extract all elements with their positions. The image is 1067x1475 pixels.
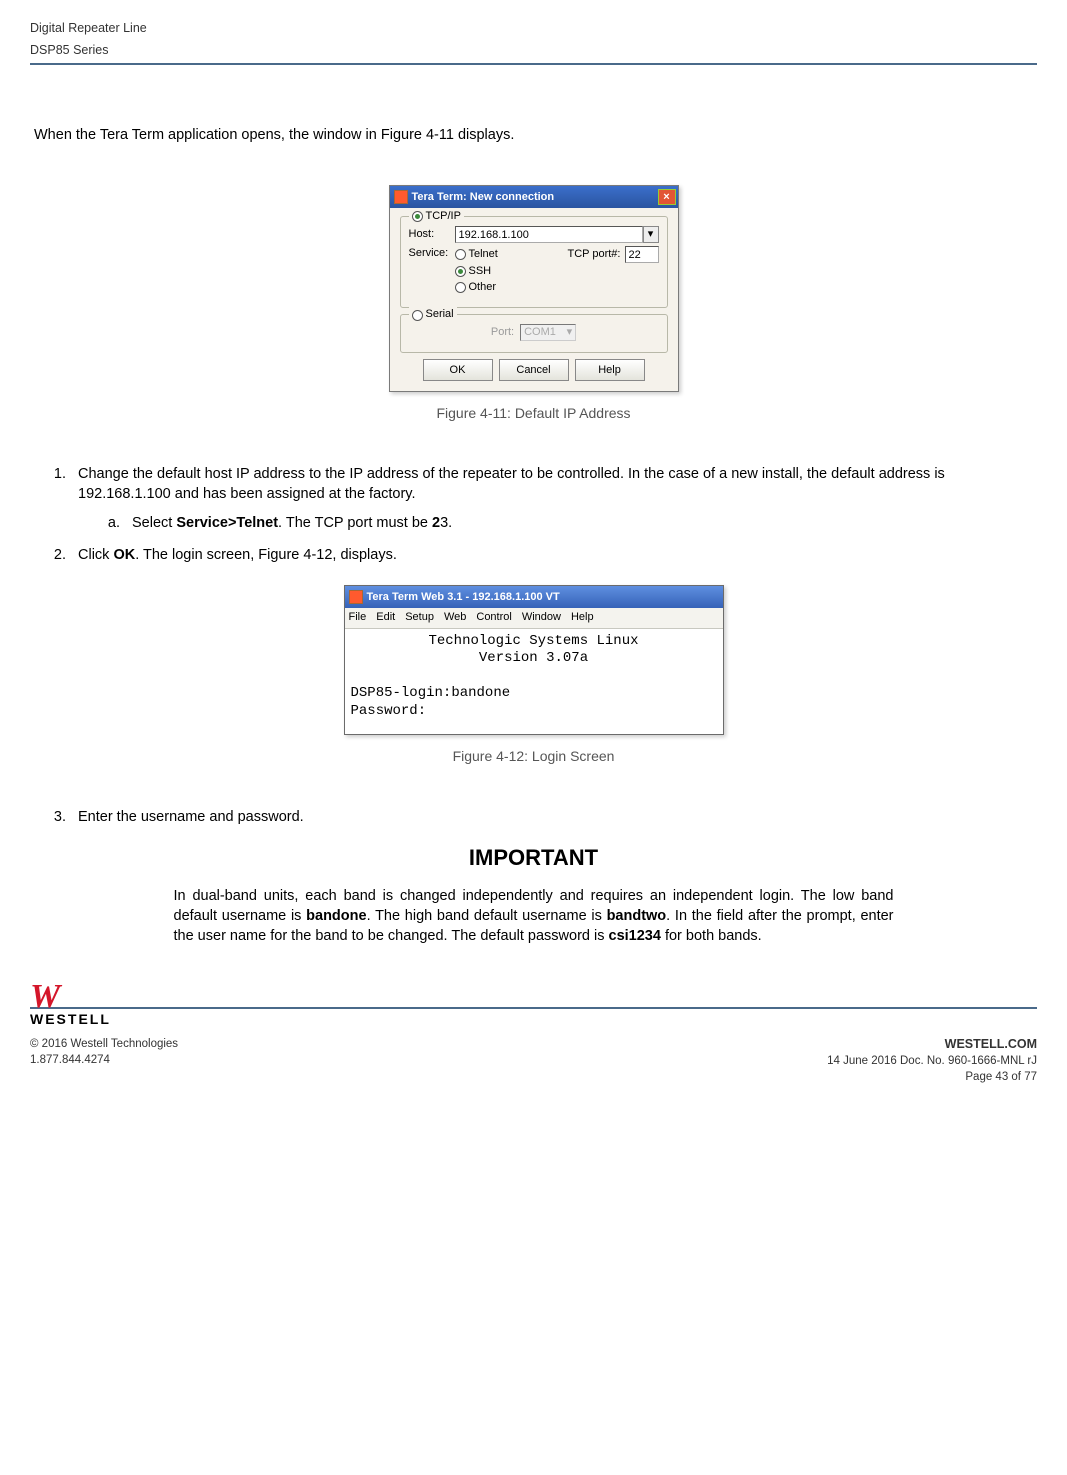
app-icon — [394, 190, 408, 204]
step-1a-post: 3. — [440, 515, 452, 531]
term-blank — [351, 668, 717, 686]
dialog-title: Tera Term: New connection — [412, 190, 555, 205]
close-icon[interactable]: × — [658, 189, 676, 205]
service-ssh-radio[interactable]: SSH — [455, 264, 498, 279]
service-telnet-radio[interactable]: Telnet — [455, 247, 498, 262]
tcpip-group: TCP/IP Host: 192.168.1.100 ▾ Service: Te… — [400, 216, 668, 308]
imp-post: for both bands. — [661, 928, 762, 944]
serial-group: Serial Port: COM1 ▾ — [400, 314, 668, 353]
page-footer: W WESTELL © 2016 Westell Technologies 1.… — [30, 1007, 1037, 1085]
serial-radio[interactable]: Serial — [409, 307, 457, 322]
tcp-port-label: TCP port#: — [568, 247, 621, 262]
footer-page: Page 43 of 77 — [827, 1069, 1037, 1085]
logo-w-icon: W — [30, 983, 150, 1010]
menu-setup[interactable]: Setup — [405, 610, 434, 625]
menu-edit[interactable]: Edit — [376, 610, 395, 625]
step-2-pre: Click — [78, 547, 113, 563]
step-1a-mid: . The TCP port must be — [278, 515, 432, 531]
step-2: Click OK. The login screen, Figure 4-12,… — [70, 545, 1033, 565]
tera-term-dialog: Tera Term: New connection × TCP/IP Host:… — [389, 185, 679, 392]
radio-dot-icon — [455, 282, 466, 293]
radio-dot-icon — [412, 211, 423, 222]
imp-b1: bandone — [306, 908, 366, 924]
serial-port-label: Port: — [491, 325, 514, 340]
term-line-2: Version 3.07a — [351, 650, 717, 668]
app-icon — [349, 590, 363, 604]
imp-b3: csi1234 — [609, 928, 661, 944]
ok-button[interactable]: OK — [423, 359, 493, 381]
step-1: Change the default host IP address to th… — [70, 464, 1033, 533]
important-heading: IMPORTANT — [34, 843, 1033, 874]
important-body: In dual-band units, each band is changed… — [174, 886, 894, 947]
telnet-label: Telnet — [469, 247, 498, 262]
step-2-post: . The login screen, Figure 4-12, display… — [135, 547, 397, 563]
logo-text: WESTELL — [30, 1010, 150, 1030]
menu-help[interactable]: Help — [571, 610, 594, 625]
ttw-titlebar: Tera Term Web 3.1 - 192.168.1.100 VT — [345, 586, 723, 608]
help-button[interactable]: Help — [575, 359, 645, 381]
dialog-titlebar: Tera Term: New connection × — [390, 186, 678, 208]
host-label: Host: — [409, 227, 455, 242]
ttw-menubar: File Edit Setup Web Control Window Help — [345, 608, 723, 628]
figure-4-12: Tera Term Web 3.1 - 192.168.1.100 VT Fil… — [34, 585, 1033, 766]
service-other-radio[interactable]: Other — [455, 280, 498, 295]
figure-4-11-caption: Figure 4-11: Default IP Address — [34, 404, 1033, 424]
tera-term-web-window: Tera Term Web 3.1 - 192.168.1.100 VT Fil… — [344, 585, 724, 735]
tcpip-label: TCP/IP — [426, 209, 461, 224]
figure-4-11: Tera Term: New connection × TCP/IP Host:… — [34, 185, 1033, 424]
header-rule — [30, 63, 1037, 65]
cancel-button[interactable]: Cancel — [499, 359, 569, 381]
step-1-text: Change the default host IP address to th… — [78, 466, 945, 502]
step-list: Change the default host IP address to th… — [34, 464, 1033, 565]
ttw-title: Tera Term Web 3.1 - 192.168.1.100 VT — [367, 590, 560, 605]
imp-b2: bandtwo — [607, 908, 667, 924]
step-1a: Select Service>Telnet. The TCP port must… — [124, 513, 1033, 533]
menu-window[interactable]: Window — [522, 610, 561, 625]
host-dropdown-icon[interactable]: ▾ — [643, 226, 659, 243]
step-3: Enter the username and password. — [70, 807, 1033, 827]
terminal-area: Technologic Systems Linux Version 3.07a … — [345, 629, 723, 735]
doc-header-line2: DSP85 Series — [30, 42, 1037, 60]
term-line-1: Technologic Systems Linux — [351, 633, 717, 651]
serial-port-value: COM1 — [524, 325, 556, 340]
radio-dot-icon — [455, 266, 466, 277]
host-input[interactable]: 192.168.1.100 — [455, 226, 643, 243]
radio-dot-icon — [455, 249, 466, 260]
figure-4-12-caption: Figure 4-12: Login Screen — [34, 747, 1033, 767]
serial-label: Serial — [426, 307, 454, 322]
menu-web[interactable]: Web — [444, 610, 466, 625]
intro-paragraph: When the Tera Term application opens, th… — [34, 125, 1033, 145]
chevron-down-icon: ▾ — [567, 325, 573, 340]
tcpip-radio[interactable]: TCP/IP — [409, 209, 464, 224]
service-label: Service: — [409, 246, 455, 261]
ssh-label: SSH — [469, 264, 492, 279]
imp-mid1: . The high band default username is — [367, 908, 607, 924]
step-list-cont: Enter the username and password. — [34, 807, 1033, 827]
step-2-bold: OK — [113, 547, 135, 563]
step-1a-bold: Service>Telnet — [176, 515, 278, 531]
term-line-3: DSP85-login:bandone — [351, 685, 717, 703]
menu-control[interactable]: Control — [476, 610, 511, 625]
other-label: Other — [469, 280, 497, 295]
radio-dot-icon — [412, 310, 423, 321]
step-1a-bold2: 2 — [432, 515, 440, 531]
step-1a-pre: Select — [132, 515, 176, 531]
serial-port-select: COM1 ▾ — [520, 324, 576, 341]
doc-header-line1: Digital Repeater Line — [30, 20, 1037, 38]
menu-file[interactable]: File — [349, 610, 367, 625]
term-line-4: Password: — [351, 703, 717, 721]
westell-logo: W WESTELL — [30, 983, 150, 1030]
tcp-port-input[interactable]: 22 — [625, 246, 659, 263]
